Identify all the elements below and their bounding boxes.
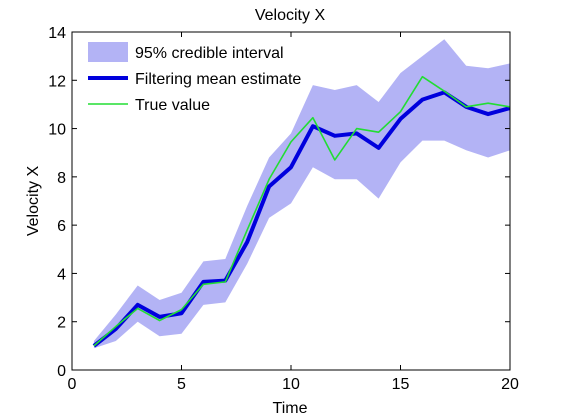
y-tick-label: 0 (57, 363, 66, 380)
x-tick-label: 0 (68, 376, 77, 393)
y-tick-label: 2 (57, 315, 66, 332)
x-tick-label: 5 (177, 376, 186, 393)
x-tick-label: 15 (392, 376, 410, 393)
filtering-mean-line (92, 90, 511, 348)
y-axis-label: Velocity X (25, 166, 42, 237)
y-tick-label: 6 (57, 218, 66, 235)
x-tick-label: 10 (282, 376, 300, 393)
chart-title: Velocity X (255, 7, 326, 24)
legend-label: Filtering mean estimate (135, 71, 301, 88)
y-tick-label: 8 (57, 170, 66, 187)
legend-band-swatch (88, 42, 128, 62)
true-value-line (93, 75, 511, 347)
x-axis-label: Time (273, 400, 308, 417)
y-tick-label: 10 (48, 122, 66, 139)
legend-label: True value (135, 97, 210, 114)
legend-label: 95% credible interval (135, 45, 284, 62)
y-tick-label: 12 (48, 73, 66, 90)
plot-area (92, 39, 511, 349)
x-tick-label: 20 (501, 376, 519, 393)
y-tick-label: 14 (48, 25, 66, 42)
legend: 95% credible interval Filtering mean esti… (88, 42, 301, 114)
y-tick-label: 4 (57, 266, 66, 283)
axis-ticks: 0 5 10 15 20 0 2 4 6 8 10 12 14 (48, 25, 519, 393)
